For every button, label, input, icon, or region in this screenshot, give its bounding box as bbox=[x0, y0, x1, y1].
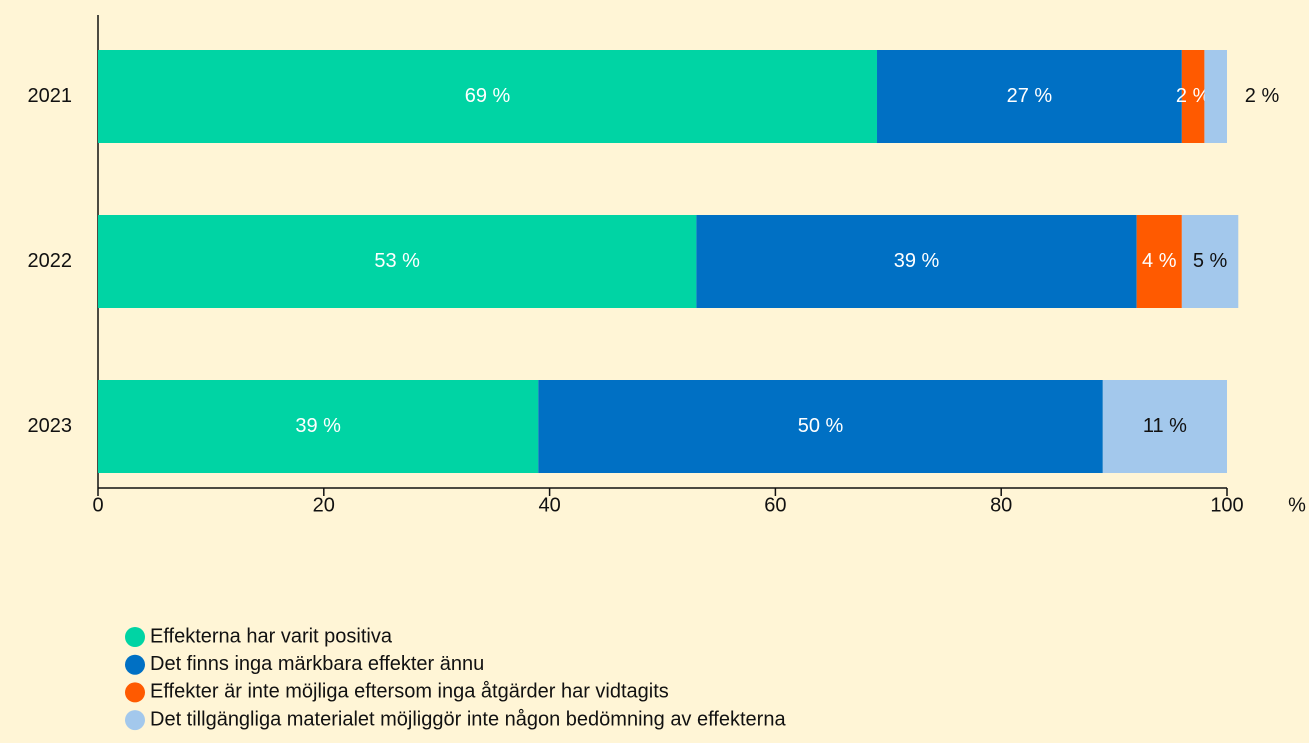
y-tick-label: 2022 bbox=[28, 250, 73, 272]
value-label: 2 % bbox=[1176, 85, 1211, 107]
legend-marker bbox=[125, 682, 145, 703]
value-label: 69 % bbox=[465, 85, 511, 107]
value-label: 27 % bbox=[1007, 85, 1053, 107]
x-tick-label: 100 bbox=[1210, 494, 1243, 516]
bar-segment bbox=[696, 215, 1137, 308]
value-label: 5 % bbox=[1193, 250, 1228, 272]
bar-segment bbox=[877, 50, 1182, 143]
bar-segment bbox=[1102, 380, 1227, 473]
bar-segment bbox=[538, 380, 1103, 473]
bar-segment bbox=[1181, 215, 1239, 308]
x-tick-label: 20 bbox=[313, 494, 335, 516]
y-tick-label: 2021 bbox=[28, 85, 73, 107]
bar-segment bbox=[98, 380, 539, 473]
bar-segment bbox=[1204, 50, 1227, 143]
legend-marker bbox=[125, 627, 145, 647]
legend-marker bbox=[125, 710, 145, 731]
value-label: 2 % bbox=[1245, 85, 1280, 107]
legend-marker bbox=[125, 654, 145, 675]
legend-label: Effekter är inte möjliga eftersom inga å… bbox=[150, 681, 669, 703]
value-label: 4 % bbox=[1142, 250, 1177, 272]
value-label: 50 % bbox=[798, 415, 844, 437]
bar-segment bbox=[98, 50, 878, 143]
x-axis-label: % bbox=[1288, 494, 1306, 516]
x-tick-label: 80 bbox=[990, 494, 1012, 516]
y-tick-label: 2023 bbox=[28, 415, 73, 437]
value-label: 39 % bbox=[295, 415, 341, 437]
x-tick-label: 40 bbox=[538, 494, 560, 516]
legend-label: Effekterna har varit positiva bbox=[150, 625, 393, 647]
bar-segment bbox=[1136, 215, 1182, 308]
legend-label: Det finns inga märkbara effekter ännu bbox=[150, 653, 484, 675]
x-tick-label: 60 bbox=[764, 494, 786, 516]
bar-segment bbox=[1181, 50, 1205, 143]
value-label: 39 % bbox=[894, 250, 940, 272]
value-label: 11 % bbox=[1143, 415, 1187, 437]
bar-segment bbox=[98, 215, 697, 308]
legend-label: Det tillgängliga materialet möjliggör in… bbox=[150, 708, 786, 730]
x-tick-label: 0 bbox=[92, 494, 103, 516]
value-label: 53 % bbox=[374, 250, 420, 272]
